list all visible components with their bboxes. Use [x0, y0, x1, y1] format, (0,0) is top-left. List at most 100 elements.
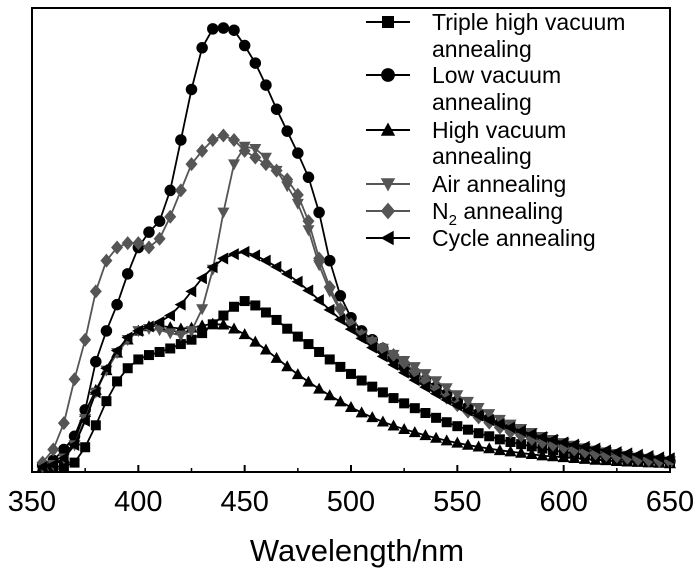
- data-point: [589, 442, 601, 455]
- data-point: [218, 310, 229, 321]
- data-point: [314, 346, 325, 357]
- data-point: [185, 285, 197, 298]
- data-point: [451, 436, 464, 448]
- data-point: [57, 416, 70, 431]
- data-point: [250, 300, 261, 311]
- data-point: [175, 134, 187, 146]
- data-point: [280, 267, 292, 280]
- data-point: [302, 375, 315, 387]
- data-point: [291, 368, 304, 380]
- data-point: [408, 426, 421, 438]
- data-point: [642, 450, 654, 463]
- data-point: [346, 368, 356, 379]
- legend-label: Air annealing: [432, 171, 566, 197]
- data-point: [154, 346, 165, 357]
- data-point: [493, 414, 506, 426]
- data-point: [228, 159, 241, 171]
- data-point: [514, 425, 526, 438]
- data-point: [388, 393, 399, 404]
- data-point: [313, 260, 326, 272]
- data-point: [409, 403, 420, 414]
- data-point: [228, 322, 241, 334]
- data-point: [133, 354, 144, 365]
- data-point: [229, 301, 240, 312]
- data-point: [399, 398, 410, 409]
- data-point: [472, 440, 485, 452]
- legend-label: Triple high vacuum: [432, 9, 625, 35]
- data-point: [78, 414, 90, 427]
- data-point: [663, 452, 675, 465]
- data-point: [271, 314, 282, 325]
- data-point: [259, 343, 272, 355]
- data-point: [313, 251, 326, 266]
- data-point: [217, 318, 230, 330]
- data-point: [398, 422, 411, 434]
- data-point: [270, 163, 283, 178]
- data-point: [431, 412, 442, 423]
- data-point: [121, 268, 134, 280]
- data-point: [313, 206, 325, 219]
- data-point: [153, 231, 166, 246]
- data-point: [420, 408, 431, 419]
- data-point: [175, 339, 186, 350]
- data-point: [249, 143, 262, 155]
- data-point: [408, 364, 421, 379]
- data-point: [494, 434, 505, 445]
- data-point: [536, 449, 549, 461]
- data-point: [398, 355, 411, 370]
- data-point: [473, 428, 484, 439]
- data-point: [165, 343, 176, 354]
- data-point: [344, 323, 356, 336]
- data-point: [303, 339, 314, 350]
- data-point: [217, 22, 230, 34]
- legend-marker: [380, 202, 396, 220]
- data-point: [302, 225, 315, 237]
- data-point: [526, 441, 537, 452]
- data-point: [334, 290, 347, 302]
- x-tick-label: 650: [646, 486, 694, 518]
- data-point: [174, 183, 187, 198]
- data-point: [228, 24, 240, 36]
- series-line: [41, 134, 671, 464]
- data-point: [153, 215, 166, 227]
- data-point: [281, 360, 294, 372]
- data-point: [228, 132, 241, 147]
- data-point: [112, 376, 123, 387]
- data-point: [196, 319, 209, 331]
- data-point: [557, 451, 570, 463]
- data-point: [89, 386, 101, 399]
- data-point: [69, 457, 80, 468]
- data-point: [610, 446, 622, 459]
- legend-item: Air annealing: [366, 171, 566, 197]
- data-point: [578, 440, 590, 453]
- data-point: [101, 396, 112, 407]
- data-point: [483, 442, 496, 454]
- legend-marker: [380, 122, 396, 136]
- data-point: [238, 39, 251, 52]
- data-point: [142, 320, 154, 333]
- data-point: [429, 387, 441, 400]
- data-point: [270, 260, 282, 273]
- data-point: [461, 404, 473, 417]
- series-air-annealing: [36, 141, 676, 474]
- data-point: [335, 361, 346, 372]
- data-point: [239, 296, 250, 307]
- data-point: [451, 399, 463, 412]
- data-point: [100, 325, 113, 337]
- data-point: [430, 431, 443, 443]
- data-point: [441, 417, 452, 428]
- data-point: [79, 332, 92, 347]
- data-point: [121, 331, 133, 344]
- data-point: [452, 421, 463, 432]
- data-point: [387, 358, 399, 371]
- legend-label-line2: annealing: [432, 36, 532, 62]
- x-axis-ticks: 350 400 450 500 550 600 650: [8, 465, 694, 518]
- legend-label: Cycle annealing: [432, 225, 596, 251]
- data-point: [323, 303, 335, 316]
- data-point: [397, 366, 409, 379]
- data-point: [525, 428, 537, 441]
- data-point: [217, 252, 229, 265]
- data-point: [270, 351, 283, 363]
